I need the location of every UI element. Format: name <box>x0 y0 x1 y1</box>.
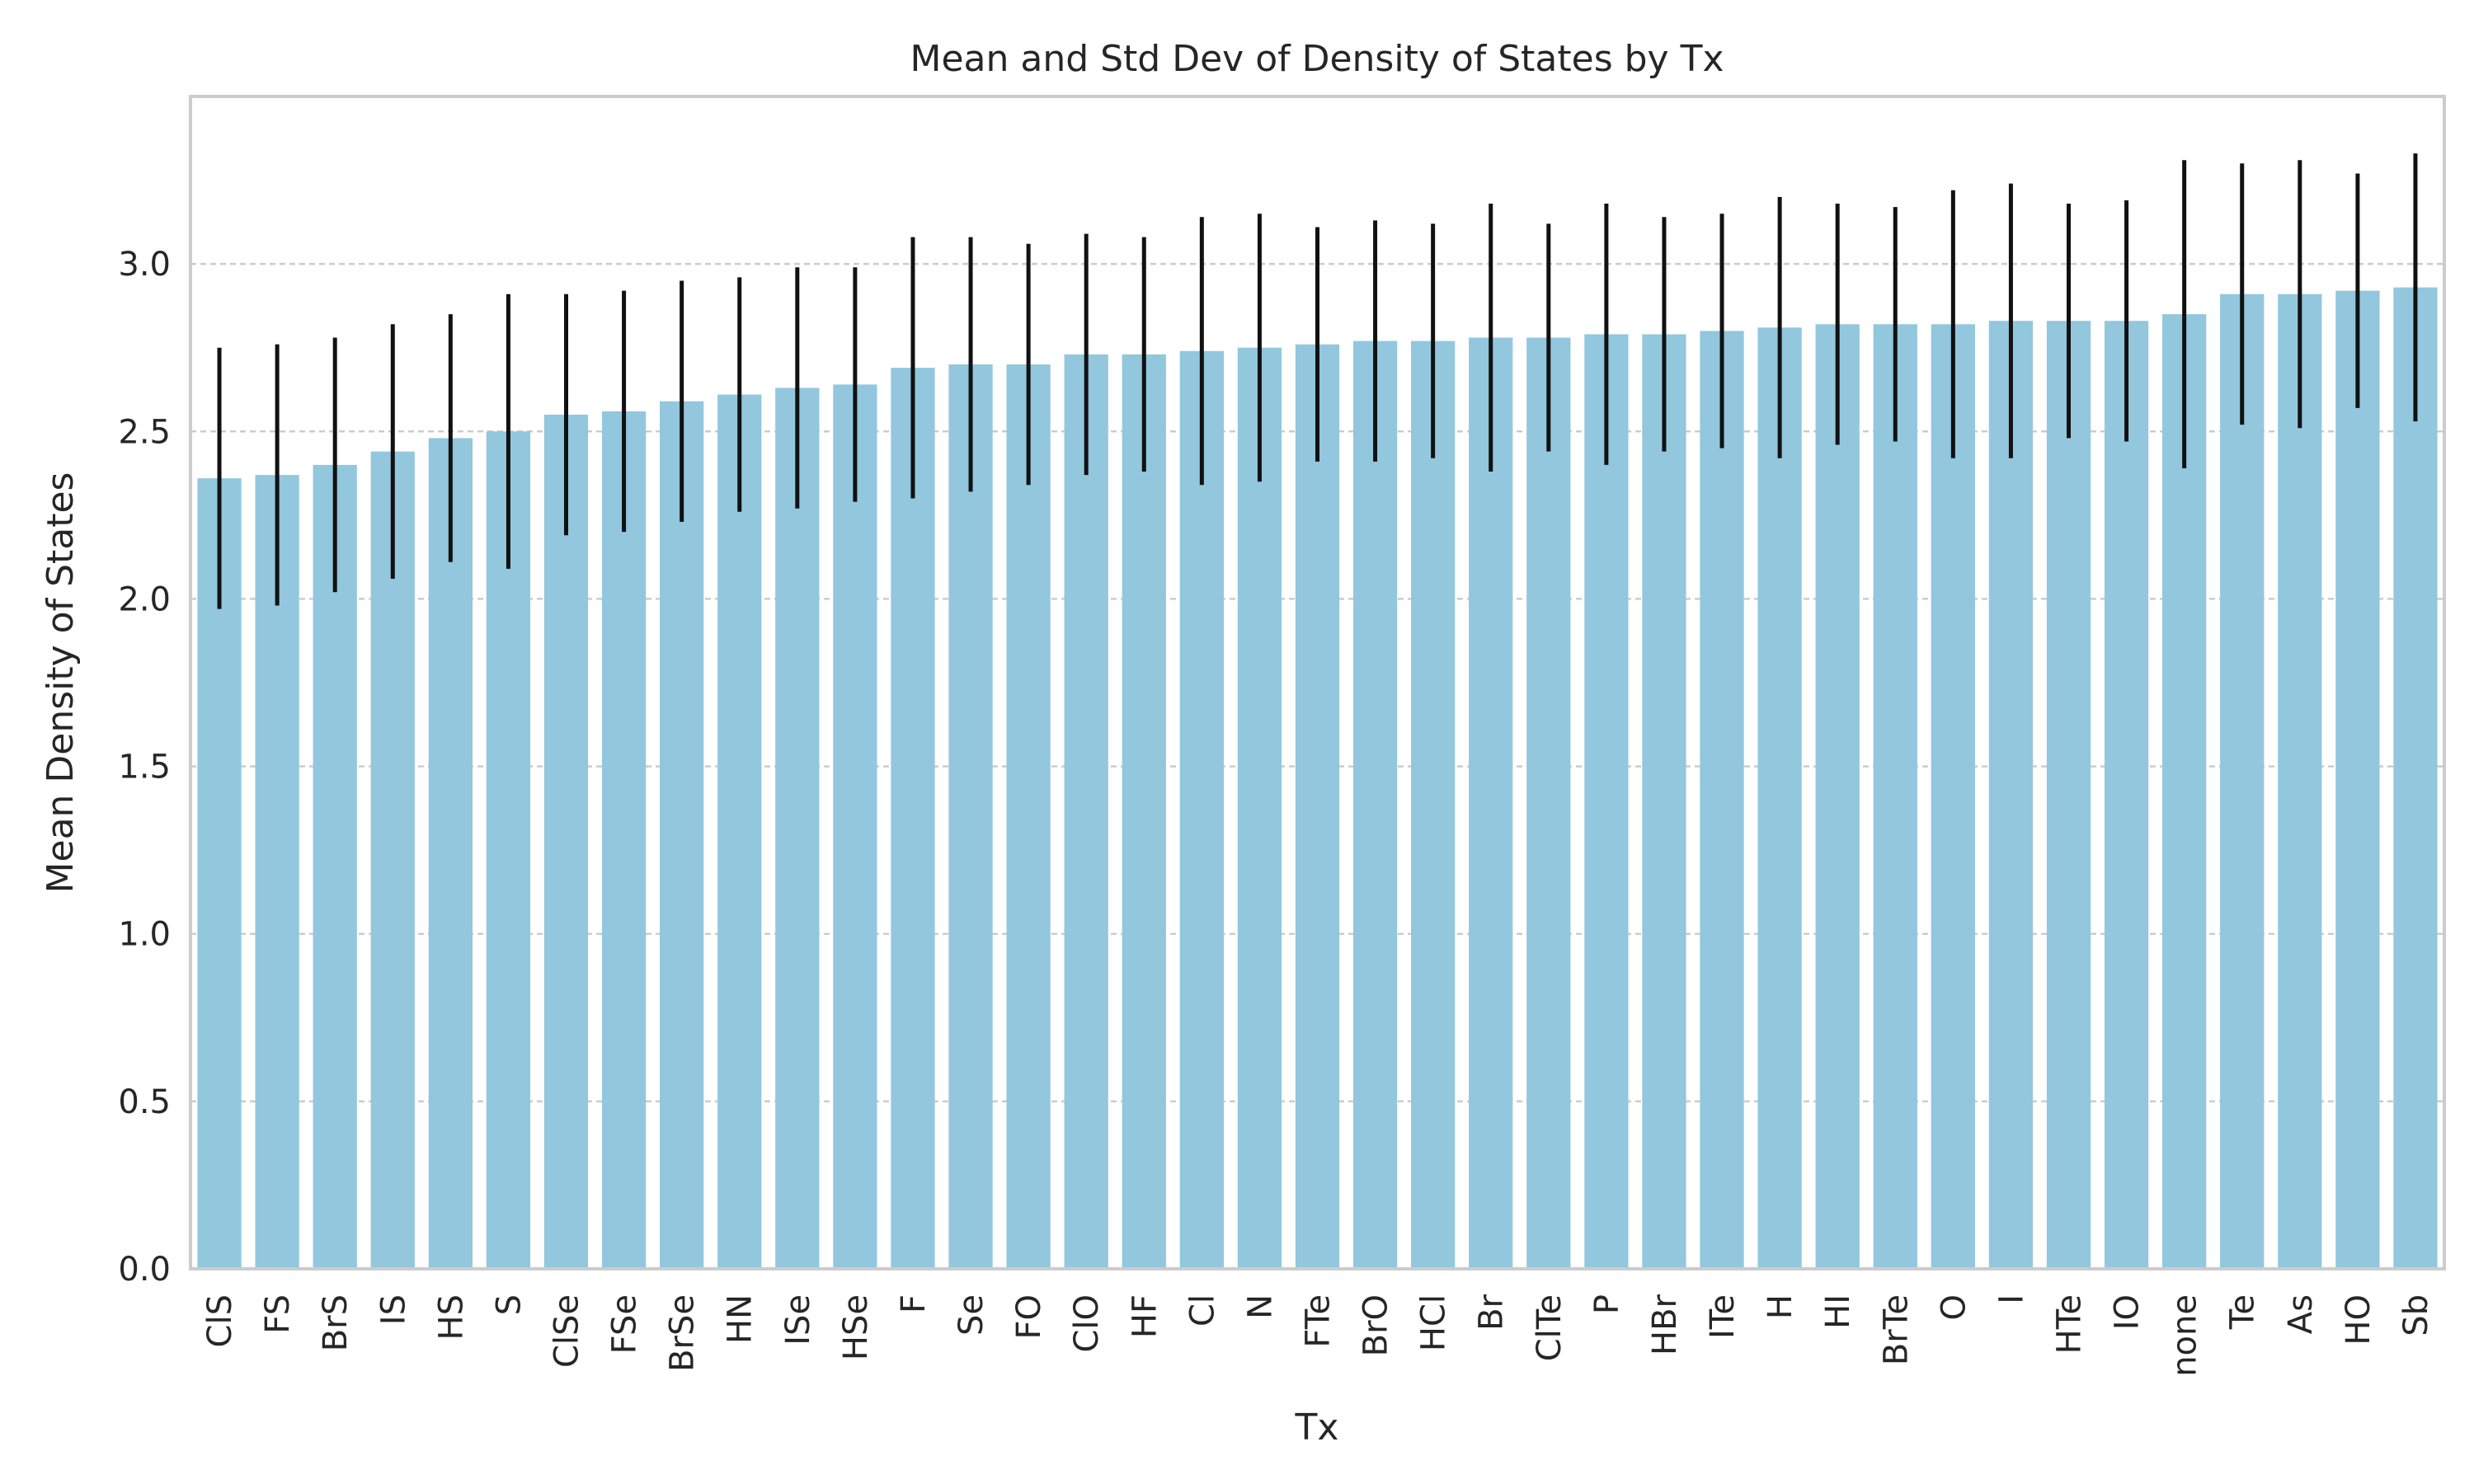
bar-HCl <box>1411 340 1456 1269</box>
y-tick-label: 0.5 <box>118 1083 171 1121</box>
x-tick-label: IO <box>2109 1294 2147 1330</box>
x-tick-label: ClO <box>1068 1294 1106 1353</box>
x-tick-label: H <box>1761 1294 1799 1319</box>
x-tick-label: HCl <box>1415 1294 1453 1351</box>
x-tick-label: Sb <box>2397 1294 2435 1336</box>
x-tick-label: O <box>1935 1294 1973 1320</box>
bar-none <box>2162 314 2207 1270</box>
chart-title: Mean and Std Dev of Density of States by… <box>910 38 1724 80</box>
x-tick-label: HO <box>2340 1294 2378 1345</box>
x-tick-label: BrTe <box>1877 1294 1915 1365</box>
error-bars <box>217 153 2418 609</box>
bar-O <box>1931 324 1975 1269</box>
bar-BrTe <box>1873 324 1917 1269</box>
x-tick-label: HN <box>722 1294 760 1344</box>
bars <box>197 287 2438 1270</box>
x-tick-label: ISe <box>779 1294 817 1345</box>
x-tick-label: BrO <box>1357 1294 1395 1356</box>
y-tick-label: 1.0 <box>118 916 171 954</box>
x-tick-label: BrS <box>317 1294 355 1351</box>
x-tick-label: S <box>490 1294 528 1315</box>
bar-HO <box>2335 290 2380 1269</box>
bar-Cl <box>1179 350 1224 1270</box>
bar-I <box>1988 321 2034 1269</box>
x-tick-label: I <box>1992 1294 2030 1304</box>
x-tick-label: HF <box>1126 1294 1164 1338</box>
y-axis-label: Mean Density of States <box>40 472 82 894</box>
y-tick-label: 0.0 <box>118 1251 171 1289</box>
bar-Br <box>1469 337 1513 1269</box>
bar-FS <box>255 475 299 1269</box>
y-tick-label: 3.0 <box>118 246 171 284</box>
bar-ISe <box>775 387 820 1270</box>
x-tick-label: HI <box>1819 1294 1857 1329</box>
bar-ClSe <box>543 414 589 1269</box>
x-tick-label: N <box>1241 1294 1279 1319</box>
x-tick-label: Br <box>1473 1294 1511 1330</box>
x-tick-label: HTe <box>2051 1294 2089 1354</box>
bar-Se <box>948 364 993 1269</box>
bar-HI <box>1815 324 1860 1269</box>
y-tick-labels: 0.0 0.5 1.0 1.5 2.0 2.5 3.0 <box>118 246 171 1289</box>
x-tick-label: none <box>2166 1294 2204 1377</box>
bar-HN <box>717 394 762 1270</box>
bar-BrS <box>313 464 357 1269</box>
x-tick-label: ClS <box>201 1294 239 1347</box>
bar-ITe <box>1700 331 1744 1269</box>
bar-FTe <box>1295 344 1340 1270</box>
bar-IS <box>370 451 415 1269</box>
x-tick-label: Te <box>2224 1294 2262 1330</box>
x-tick-label: ClTe <box>1531 1294 1569 1361</box>
bar-ClS <box>197 478 242 1269</box>
bar-IO <box>2104 321 2149 1269</box>
x-tick-label: FS <box>259 1294 297 1334</box>
x-tick-label: HBr <box>1646 1294 1684 1355</box>
y-tick-label: 1.5 <box>118 749 171 787</box>
x-axis-label: Tx <box>1295 1407 1339 1449</box>
x-tick-label: FO <box>1010 1294 1048 1340</box>
bar-HF <box>1122 354 1166 1270</box>
bar-Te <box>2220 294 2265 1270</box>
bar-HBr <box>1642 334 1686 1269</box>
x-tick-label: As <box>2282 1294 2320 1334</box>
bar-HTe <box>2046 321 2091 1269</box>
bar-H <box>1757 327 1802 1269</box>
x-tick-label: ClSe <box>548 1294 586 1368</box>
bar-P <box>1584 334 1629 1269</box>
x-tick-label: P <box>1588 1294 1626 1314</box>
x-tick-label: HSe <box>837 1294 875 1360</box>
x-tick-label: FSe <box>606 1294 644 1354</box>
bar-S <box>486 431 531 1269</box>
bar-ClTe <box>1526 337 1571 1269</box>
x-tick-label: F <box>895 1294 933 1313</box>
x-tick-label: Cl <box>1183 1294 1221 1327</box>
bar-Sb <box>2393 287 2438 1269</box>
x-tick-labels: ClS FS BrS IS HS S ClSe FSe BrSe HN ISe HSe F Se FO ClO… <box>201 1294 2435 1376</box>
bar-HS <box>428 438 473 1269</box>
bar-As <box>2278 294 2322 1270</box>
bar-FSe <box>601 411 647 1269</box>
bar-N <box>1237 347 1282 1269</box>
bar-FO <box>1006 364 1051 1269</box>
bar-BrSe <box>660 401 704 1270</box>
x-tick-label: Se <box>952 1294 990 1336</box>
bar-ClO <box>1064 354 1108 1270</box>
y-tick-label: 2.0 <box>118 580 171 618</box>
x-tick-label: FTe <box>1300 1294 1338 1348</box>
y-tick-label: 2.5 <box>118 413 171 451</box>
bar-BrO <box>1352 340 1398 1269</box>
plot-frame <box>189 95 2446 1270</box>
bar-F <box>891 368 935 1269</box>
x-tick-label: BrSe <box>664 1294 702 1372</box>
x-tick-label: IS <box>374 1294 412 1325</box>
bar-HSe <box>833 384 877 1269</box>
x-tick-label: ITe <box>1704 1294 1742 1339</box>
x-tick-label: HS <box>432 1294 470 1340</box>
